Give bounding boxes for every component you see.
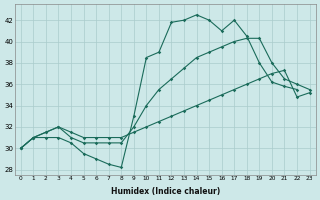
X-axis label: Humidex (Indice chaleur): Humidex (Indice chaleur) [111,187,220,196]
